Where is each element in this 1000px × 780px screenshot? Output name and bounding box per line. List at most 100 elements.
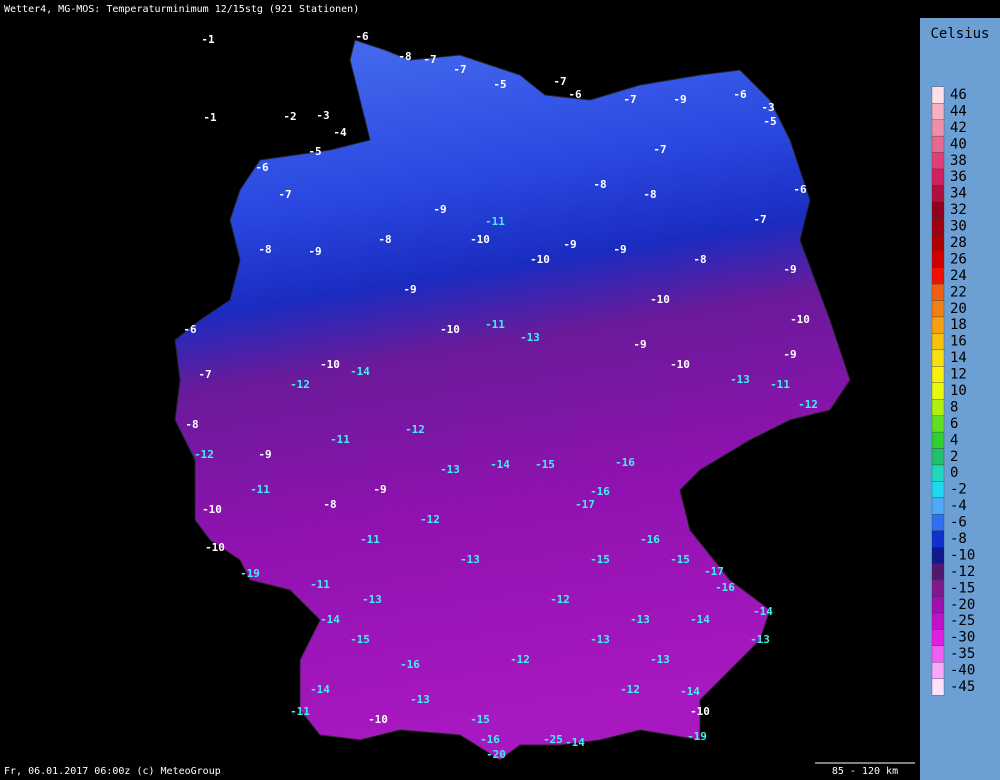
station-value: -15 bbox=[535, 458, 555, 471]
legend-label: 18 bbox=[950, 317, 967, 333]
station-value: -5 bbox=[308, 145, 321, 158]
station-value: -15 bbox=[670, 553, 690, 566]
station-value: -12 bbox=[550, 593, 570, 606]
station-value: -13 bbox=[630, 613, 650, 626]
legend-label: -20 bbox=[950, 597, 975, 613]
station-value: -15 bbox=[350, 633, 370, 646]
station-value: -13 bbox=[520, 331, 540, 344]
station-value: -12 bbox=[798, 398, 818, 411]
station-value: -10 bbox=[650, 293, 670, 306]
legend-label: 22 bbox=[950, 284, 967, 300]
station-value: -19 bbox=[687, 730, 707, 743]
legend-swatch bbox=[931, 464, 945, 482]
station-value: -13 bbox=[440, 463, 460, 476]
legend-swatch bbox=[931, 662, 945, 679]
station-value: -16 bbox=[640, 533, 660, 546]
station-value: -8 bbox=[398, 50, 411, 63]
station-value: -7 bbox=[623, 93, 636, 106]
legend-label: 16 bbox=[950, 334, 967, 350]
station-value: -3 bbox=[316, 109, 329, 122]
legend-label: -2 bbox=[950, 482, 967, 498]
legend-scale: 4644424038363432302826242220181614121086… bbox=[931, 86, 975, 696]
station-value: -7 bbox=[453, 63, 466, 76]
station-value: -12 bbox=[420, 513, 440, 526]
station-value: -17 bbox=[575, 498, 595, 511]
legend-label: 14 bbox=[950, 350, 967, 366]
station-value: -8 bbox=[643, 188, 656, 201]
station-value: -9 bbox=[633, 338, 646, 351]
station-value: -1 bbox=[203, 111, 217, 124]
legend-swatch bbox=[931, 152, 945, 170]
legend-swatch bbox=[931, 415, 945, 433]
station-value: -7 bbox=[278, 188, 291, 201]
station-value: -5 bbox=[763, 115, 776, 128]
legend-label: 0 bbox=[950, 465, 958, 481]
station-value: -8 bbox=[323, 498, 336, 511]
station-value: -9 bbox=[433, 203, 446, 216]
station-value: -11 bbox=[310, 578, 330, 591]
legend-swatch bbox=[931, 481, 945, 499]
legend-label: 24 bbox=[950, 268, 967, 284]
legend-label: 4 bbox=[950, 432, 958, 448]
legend-swatch bbox=[931, 596, 945, 614]
station-value: -9 bbox=[613, 243, 626, 256]
station-value: -8 bbox=[693, 253, 706, 266]
station-value: -4 bbox=[333, 126, 347, 139]
legend-swatch bbox=[931, 431, 945, 449]
station-value: -11 bbox=[485, 215, 505, 228]
footer-timestamp: Fr, 06.01.2017 06:00z (c) MeteoGroup bbox=[4, 766, 221, 777]
station-value: -12 bbox=[510, 653, 530, 666]
legend-label: 6 bbox=[950, 416, 958, 432]
legend-label: 36 bbox=[950, 169, 967, 185]
station-value: -9 bbox=[403, 283, 416, 296]
title: Wetter4, MG-MOS: Temperaturminimum 12/15… bbox=[4, 4, 359, 15]
legend-swatch bbox=[931, 349, 945, 367]
legend-swatch bbox=[931, 103, 945, 120]
legend-label: -6 bbox=[950, 515, 967, 531]
station-value: -12 bbox=[194, 448, 214, 461]
station-value: -13 bbox=[460, 553, 480, 566]
station-value: -13 bbox=[410, 693, 430, 706]
station-value: -16 bbox=[590, 485, 610, 498]
legend-label: 46 bbox=[950, 87, 967, 103]
station-value: -14 bbox=[680, 685, 700, 698]
station-value: -9 bbox=[373, 483, 386, 496]
station-value: -14 bbox=[690, 613, 710, 626]
station-value: -12 bbox=[405, 423, 425, 436]
legend-label: -10 bbox=[950, 547, 975, 563]
station-value: -10 bbox=[202, 503, 222, 516]
station-value: -6 bbox=[355, 30, 369, 43]
legend-label: -35 bbox=[950, 646, 975, 662]
legend-label: 42 bbox=[950, 120, 967, 136]
station-value: -11 bbox=[360, 533, 380, 546]
legend-label: 28 bbox=[950, 235, 967, 251]
legend-label: 34 bbox=[950, 186, 967, 202]
station-value: -17 bbox=[704, 565, 724, 578]
station-value: -9 bbox=[258, 448, 271, 461]
station-value: -9 bbox=[783, 348, 796, 361]
germany-map bbox=[174, 39, 851, 761]
legend-swatch bbox=[931, 234, 945, 252]
station-value: -8 bbox=[593, 178, 606, 191]
station-value: -10 bbox=[790, 313, 810, 326]
legend-swatch bbox=[931, 86, 945, 104]
station-value: -14 bbox=[565, 736, 585, 749]
station-value: -6 bbox=[183, 323, 197, 336]
legend-swatch bbox=[931, 333, 945, 351]
station-value: -8 bbox=[378, 233, 391, 246]
legend-swatch bbox=[931, 579, 945, 597]
station-value: -13 bbox=[750, 633, 770, 646]
legend-swatch bbox=[931, 547, 945, 564]
station-value: -14 bbox=[310, 683, 330, 696]
station-value: -6 bbox=[733, 88, 747, 101]
station-value: -12 bbox=[290, 378, 310, 391]
station-value: -2 bbox=[283, 110, 296, 123]
station-value: -6 bbox=[793, 183, 807, 196]
station-value: -13 bbox=[590, 633, 610, 646]
legend-swatch bbox=[931, 563, 945, 581]
legend-label: 38 bbox=[950, 153, 967, 169]
station-value: -8 bbox=[258, 243, 271, 256]
station-value: -13 bbox=[362, 593, 382, 606]
station-value: -16 bbox=[715, 581, 735, 594]
